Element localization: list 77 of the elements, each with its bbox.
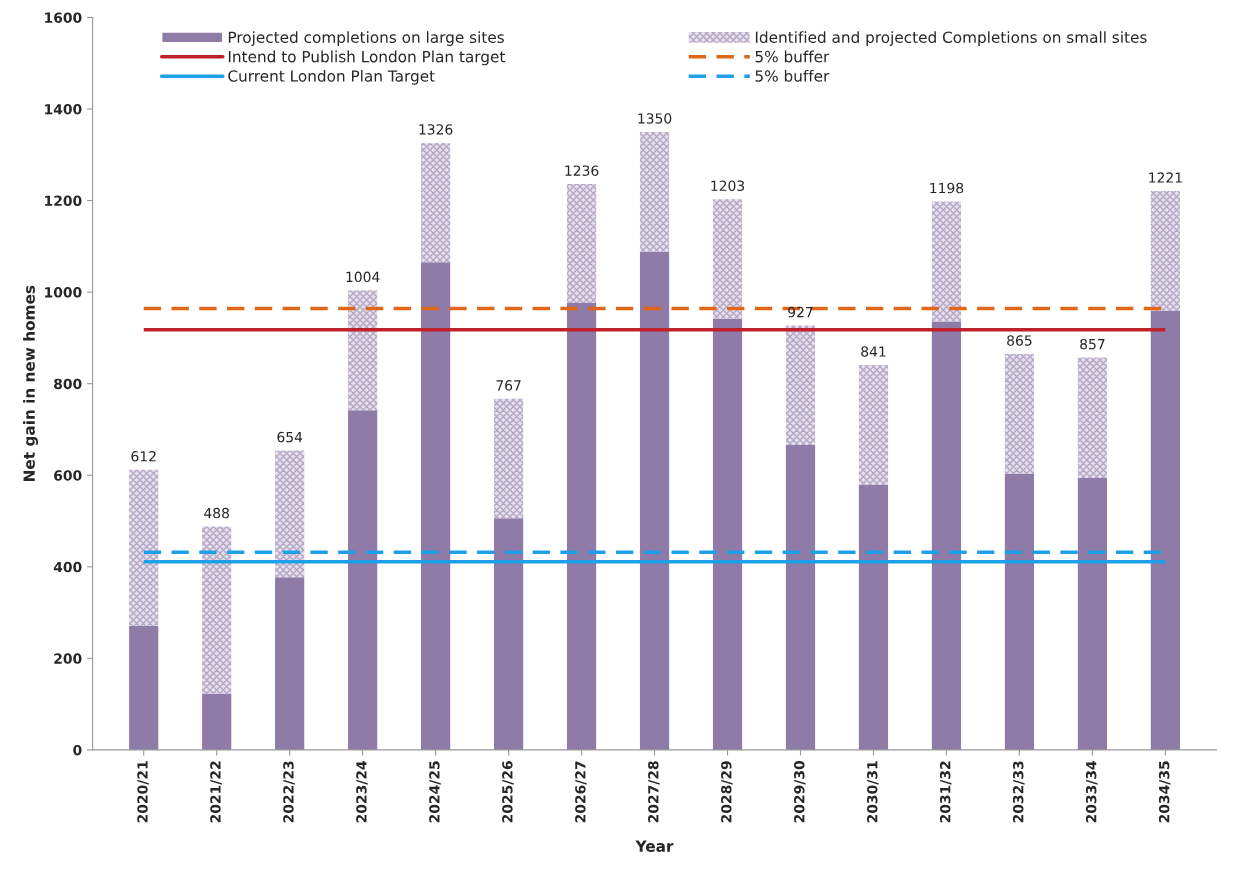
x-tick-label: 2029/30 bbox=[794, 761, 806, 823]
total-label: 654 bbox=[277, 431, 303, 443]
bar bbox=[931, 321, 962, 750]
bar bbox=[639, 131, 670, 252]
y-tick-label: 1200 bbox=[45, 195, 82, 207]
total-label: 767 bbox=[496, 380, 521, 391]
legend-label: 5% buffer bbox=[755, 69, 830, 82]
total-label: 1236 bbox=[565, 165, 599, 176]
y-tick-label: 800 bbox=[54, 378, 82, 390]
bar bbox=[1077, 357, 1108, 478]
y-tick-label: 0 bbox=[73, 744, 82, 756]
bar bbox=[1004, 473, 1035, 750]
bar bbox=[421, 142, 451, 263]
bar bbox=[566, 184, 597, 304]
total-label: 1350 bbox=[638, 113, 672, 124]
bar bbox=[566, 303, 597, 750]
y-tick-label: 1000 bbox=[45, 287, 82, 298]
bar bbox=[421, 262, 451, 750]
bar bbox=[1150, 190, 1180, 311]
y-tick-label: 1600 bbox=[45, 12, 82, 23]
bar bbox=[494, 518, 524, 750]
x-tick-label: 2033/34 bbox=[1085, 760, 1098, 823]
bar bbox=[275, 577, 305, 750]
x-tick-label: 2023/24 bbox=[356, 760, 368, 823]
total-label: 1004 bbox=[346, 271, 380, 283]
x-tick-label: 2027/28 bbox=[648, 761, 660, 823]
legend-label: Current London Plan Target bbox=[228, 69, 435, 85]
x-tick-label: 2031/32 bbox=[939, 761, 952, 823]
bar bbox=[639, 251, 670, 750]
y-tick-label: 200 bbox=[54, 653, 82, 664]
y-axis-title: Net gain in new homes bbox=[23, 285, 38, 481]
x-tick-label: 2028/29 bbox=[721, 761, 733, 823]
legend-label: Projected completions on large sites bbox=[228, 31, 504, 46]
bar bbox=[129, 625, 159, 750]
bar bbox=[858, 364, 889, 485]
y-tick-label: 1400 bbox=[45, 103, 82, 115]
bar bbox=[129, 469, 159, 626]
x-tick-label: 2026/27 bbox=[575, 761, 587, 823]
bar bbox=[1077, 477, 1108, 750]
bar bbox=[858, 484, 889, 750]
bar bbox=[1150, 310, 1180, 750]
bar bbox=[785, 445, 816, 750]
total-label: 488 bbox=[204, 507, 229, 519]
bar bbox=[348, 410, 378, 750]
x-tick-label: 2024/25 bbox=[429, 761, 441, 823]
bar bbox=[712, 318, 743, 750]
x-axis-title: Year bbox=[635, 840, 674, 852]
total-label: 1221 bbox=[1149, 172, 1182, 183]
total-label: 1326 bbox=[419, 124, 453, 135]
total-label: 612 bbox=[131, 451, 156, 462]
x-tick-label: 2034/35 bbox=[1158, 761, 1171, 823]
x-tick-label: 2020/21 bbox=[137, 761, 149, 823]
legend-label: Intend to Publish London Plan target bbox=[228, 50, 506, 66]
total-label: 857 bbox=[1080, 338, 1105, 350]
bar bbox=[1004, 353, 1035, 474]
bar bbox=[275, 450, 305, 578]
x-tick-label: 2021/22 bbox=[210, 761, 222, 823]
x-tick-label: 2032/33 bbox=[1012, 761, 1025, 823]
bar bbox=[785, 325, 816, 446]
bar bbox=[348, 290, 378, 411]
total-label: 927 bbox=[788, 306, 813, 318]
legend-label: 5% buffer bbox=[755, 50, 830, 63]
bar bbox=[202, 693, 232, 750]
bar bbox=[202, 526, 232, 694]
y-tick-label: 400 bbox=[53, 561, 82, 573]
bar bbox=[931, 201, 962, 322]
y-tick-label: 600 bbox=[54, 470, 82, 481]
bar bbox=[494, 398, 524, 519]
x-tick-label: 2025/26 bbox=[502, 761, 514, 823]
total-label: 841 bbox=[861, 346, 886, 357]
total-label: 1203 bbox=[711, 180, 745, 191]
x-tick-label: 2022/23 bbox=[283, 761, 295, 823]
total-label: 1198 bbox=[930, 182, 964, 194]
legend-label: Identified and projected Completions on small sites bbox=[755, 31, 1147, 46]
x-tick-label: 2030/31 bbox=[867, 761, 879, 823]
total-label: 865 bbox=[1007, 335, 1032, 346]
bar bbox=[712, 199, 743, 319]
